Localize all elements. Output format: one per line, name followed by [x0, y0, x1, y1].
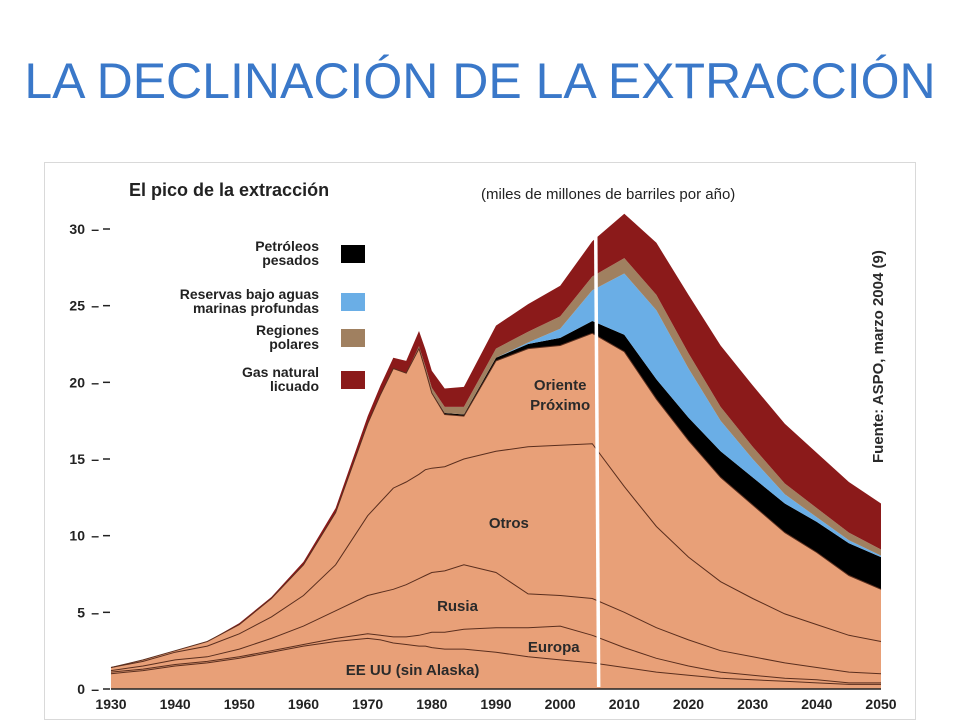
- boundary-europa: [110, 625, 881, 684]
- boundary-rusia: [110, 564, 882, 675]
- y-tick-label: 10: [69, 528, 85, 544]
- area-oriente-próximo: [111, 333, 881, 668]
- x-tick-label: 2020: [673, 696, 704, 712]
- y-tick-label: 5: [77, 604, 85, 620]
- x-tick-label: 2050: [865, 696, 896, 712]
- legend-swatch: [341, 293, 365, 311]
- y-tick-dash: –: [91, 528, 99, 544]
- region-label: Oriente: [534, 377, 587, 394]
- x-tick-label: 1980: [416, 696, 447, 712]
- legend-label: pesados: [262, 252, 319, 268]
- region-label: Europa: [528, 639, 580, 656]
- area-rusia: [111, 564, 881, 683]
- area-regiones-polares: [111, 258, 881, 668]
- region-label: Otros: [489, 515, 529, 532]
- chart-unit-label: (miles de millones de barriles por año): [481, 186, 735, 203]
- legend-label: Regiones: [256, 322, 319, 338]
- area-europa: [111, 626, 881, 685]
- legend-label: Petróleos: [255, 238, 319, 254]
- legend-label: polares: [269, 336, 319, 352]
- boundary-otros: [110, 443, 882, 668]
- x-tick-label: 2000: [545, 696, 576, 712]
- y-tick-dash: –: [91, 221, 99, 237]
- axes: 0 –5 –10 –15 –20 –25 –30 –1930 1940 1950 1960 1970 1…: [69, 221, 896, 712]
- source-note: Fuente: ASPO, marzo 2004 (9): [870, 250, 887, 463]
- area-reservas-bajo-aguas-marinas-profundas: [111, 273, 881, 668]
- legend-swatch: [341, 371, 365, 389]
- legend-swatch: [341, 245, 365, 263]
- area-layers: [111, 213, 881, 689]
- region-label: Próximo: [530, 397, 590, 414]
- y-tick-label: 15: [69, 451, 85, 467]
- legend-label: Reservas bajo aguas: [180, 286, 320, 302]
- x-tick-label: 2040: [801, 696, 832, 712]
- chart-title: El pico de la extracción: [129, 180, 329, 200]
- y-tick-label: 20: [69, 374, 85, 390]
- y-tick-label: 0: [77, 681, 85, 697]
- y-tick-label: 30: [69, 221, 85, 237]
- x-tick-label: 1930: [95, 696, 126, 712]
- area-otros: [111, 443, 881, 674]
- x-tick-label: 1970: [352, 696, 383, 712]
- y-tick-dash: –: [91, 681, 99, 697]
- peak-marker-line: [593, 224, 601, 688]
- legend-label: Gas natural: [242, 364, 319, 380]
- area-gas-natural-licuado: [111, 213, 881, 668]
- area-ee-uu-sin-alaska-: [111, 638, 881, 689]
- series-boundaries: [110, 332, 882, 685]
- y-tick-dash: –: [91, 374, 99, 390]
- legend-swatch: [341, 329, 365, 347]
- x-tick-label: 1950: [224, 696, 255, 712]
- y-tick-dash: –: [91, 451, 99, 467]
- x-tick-label: 1990: [480, 696, 511, 712]
- peak-extraction-chart: 0 –5 –10 –15 –20 –25 –30 –1930 1940 1950 1960 1970 1…: [69, 180, 896, 712]
- boundary-ee-uu-sin-alaska-: [110, 637, 881, 685]
- region-label: EE UU (sin Alaska): [346, 662, 480, 679]
- x-tick-label: 1940: [160, 696, 191, 712]
- y-tick-label: 25: [69, 298, 85, 314]
- region-label: Rusia: [437, 598, 479, 615]
- chart-figure: 0–5–10–15–20–25–30–1930 1940 1950 1960 1970 1…: [44, 162, 916, 720]
- x-tick-label: 2030: [737, 696, 768, 712]
- boundary-oriente-próximo: [110, 332, 882, 668]
- x-tick-label: 2010: [609, 696, 640, 712]
- y-tick-dash: –: [91, 298, 99, 314]
- region-labels: Oriente Próximo Otros Rusia Europa EE UU (sin…: [346, 377, 590, 679]
- legend-label: licuado: [270, 378, 319, 394]
- legend-label: marinas profundas: [193, 300, 319, 316]
- x-tick-label: 1960: [288, 696, 319, 712]
- y-tick-dash: –: [91, 604, 99, 620]
- slide-title: LA DECLINACIÓN DE LA EXTRACCIÓN: [24, 53, 936, 109]
